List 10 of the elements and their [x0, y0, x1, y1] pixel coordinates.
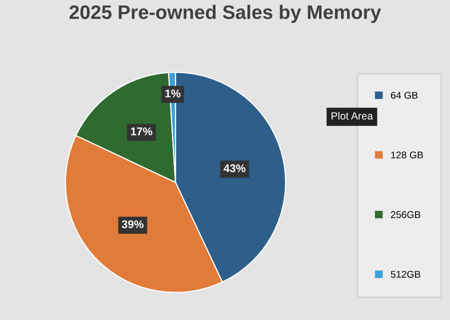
data-label: 1%: [165, 90, 180, 98]
text: Plot Area: [332, 112, 374, 120]
legend-label: 512GB: [390, 270, 420, 278]
data-label: 17%: [131, 127, 152, 136]
legend-label: 128 GB: [391, 152, 423, 158]
legend-label: 256GB: [390, 211, 420, 218]
legend-label: 64 GB: [390, 92, 418, 99]
data-label: 39%: [122, 220, 144, 228]
data-label: 43%: [224, 164, 246, 172]
chart-title: 2025 Pre-owned Sales by Memory: [70, 4, 382, 23]
